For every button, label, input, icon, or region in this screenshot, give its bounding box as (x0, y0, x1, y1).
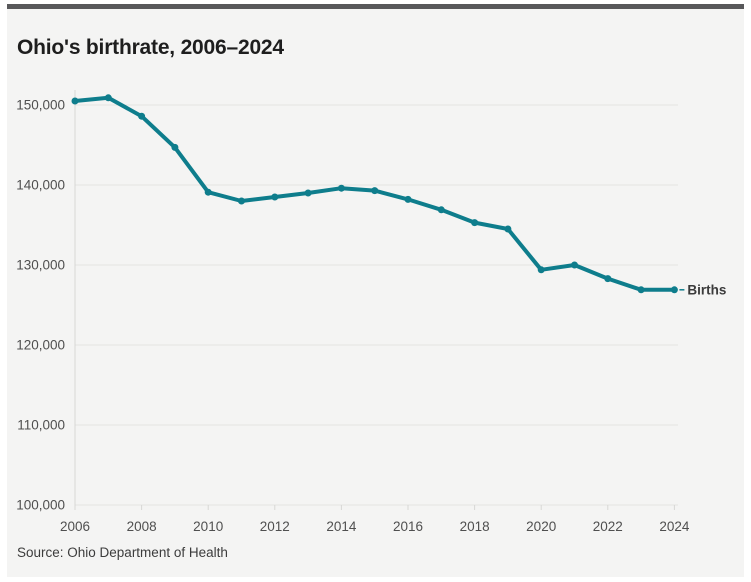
data-point-2009 (171, 143, 179, 151)
x-axis-label: 2014 (326, 519, 357, 534)
y-axis-label: 100,000 (16, 498, 65, 513)
y-axis-label: 150,000 (16, 98, 65, 113)
x-axis-label: 2006 (60, 519, 90, 534)
data-point-2016 (404, 195, 412, 203)
x-axis-label: 2020 (526, 519, 556, 534)
top-accent-bar (7, 4, 744, 9)
data-point-2017 (437, 206, 445, 214)
birthrate-line-chart: 150,000 140,000 130,000 120,000 110,000 100,0… (16, 90, 726, 534)
data-point-2021 (571, 261, 578, 269)
x-axis-label: 2008 (127, 519, 157, 534)
chart-title: Ohio's birthrate, 2006–2024 (17, 36, 284, 59)
data-point-2023 (637, 286, 645, 294)
x-axis-label: 2018 (460, 519, 490, 534)
x-axis-label: 2012 (260, 519, 290, 534)
data-point-2007 (104, 94, 112, 102)
chart-card: Ohio's birthrate, 2006–2024 150,000 140,0… (7, 4, 744, 577)
data-point-2006 (71, 97, 79, 105)
data-point-2011 (238, 197, 245, 205)
source-credit: Source: Ohio Department of Health (17, 545, 228, 560)
data-point-2019 (504, 225, 512, 233)
data-point-2014 (337, 184, 345, 192)
data-point-2020 (537, 266, 545, 274)
data-point-2008 (138, 112, 146, 120)
data-point-2010 (204, 188, 212, 196)
x-axis-label: 2016 (393, 519, 423, 534)
x-axis-label: 2022 (593, 519, 623, 534)
x-axis-label: 2010 (193, 519, 223, 534)
data-point-2013 (304, 189, 312, 197)
data-point-2018 (471, 219, 479, 227)
data-point-2022 (604, 275, 612, 283)
y-axis-label: 120,000 (16, 338, 65, 353)
y-axis-label: 140,000 (16, 178, 65, 193)
data-point-2024 (670, 286, 678, 294)
series-label-births: Births (687, 282, 726, 297)
data-point-2012 (271, 193, 279, 201)
y-axis-label: 130,000 (16, 258, 65, 273)
y-axis-label: 110,000 (17, 418, 65, 433)
x-axis-label: 2024 (659, 519, 690, 534)
data-point-2015 (371, 187, 379, 195)
